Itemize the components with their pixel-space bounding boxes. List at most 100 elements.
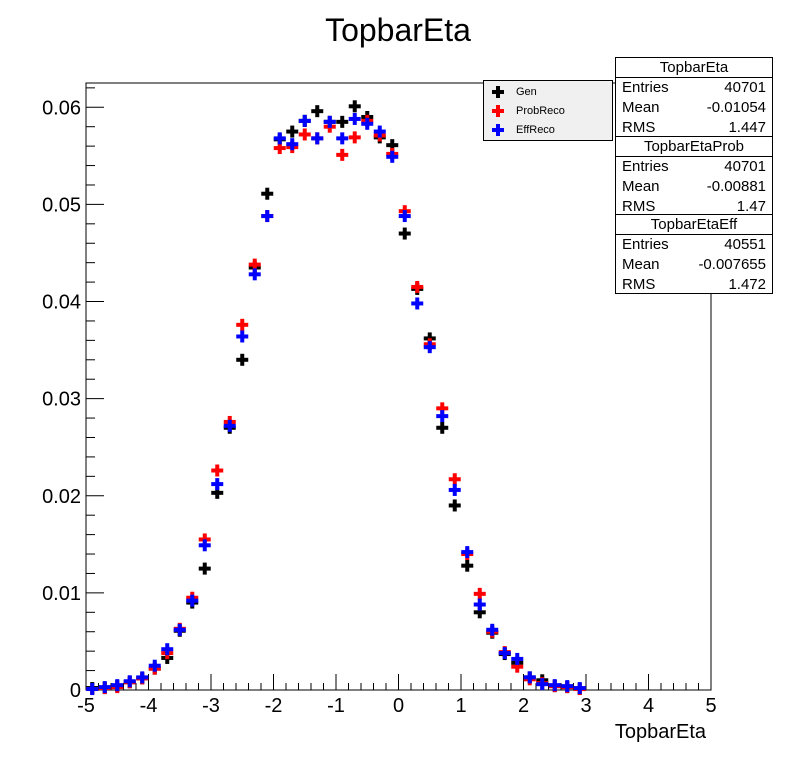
data-point-gen [336,115,349,128]
data-point-probreco [273,142,286,155]
stats-label: RMS [622,198,656,215]
y-tick-label: 0.04 [42,292,81,314]
stats-value: 1.472 [728,276,766,293]
stats-box-topbaretaeff: TopbarEtaEff Entries 40551 Mean -0.007655 … [615,214,773,294]
data-point-effreco [498,647,511,660]
data-point-probreco [336,148,349,161]
stats-value: 40551 [724,236,766,253]
stats-row-mean: Mean -0.00881 [616,177,772,197]
data-point-probreco [236,318,249,331]
stats-title: TopbarEtaEff [616,215,772,235]
stats-row-entries: Entries 40551 [616,235,772,255]
data-point-effreco [311,132,324,145]
data-point-probreco [298,128,311,141]
data-point-effreco [261,210,274,223]
data-point-effreco [561,680,574,693]
y-tick-label: 0.03 [42,389,81,411]
stats-value: 40701 [724,158,766,175]
data-point-effreco [248,268,261,281]
data-point-gen [261,187,274,200]
data-point-probreco [248,258,261,271]
stats-row-mean: Mean -0.007655 [616,255,772,275]
data-point-effreco [486,623,499,636]
data-point-probreco [411,280,424,293]
y-tick-label: 0.02 [42,486,81,508]
stats-row-mean: Mean -0.01054 [616,98,772,118]
data-point-gen [461,559,474,572]
stats-row-entries: Entries 40701 [616,157,772,177]
data-point-gen [448,499,461,512]
stats-label: Mean [622,178,660,195]
data-point-probreco [511,660,524,673]
stats-label: RMS [622,119,656,136]
stats-box-topbareta: TopbarEta Entries 40701 Mean -0.01054 RMS 1… [615,57,773,137]
stats-row-rms: RMS 1.47 [616,197,772,217]
data-point-effreco [336,132,349,145]
legend-marker-gen [492,86,504,98]
data-point-gen [311,105,324,118]
data-point-effreco [536,678,549,691]
x-tick-label: -2 [265,695,283,717]
y-tick-label: 0.01 [42,583,81,605]
data-point-probreco [348,131,361,144]
legend-entry-gen: Gen [484,83,612,103]
data-point-gen [386,139,399,152]
data-point-gen [473,606,486,619]
data-point-effreco [348,112,361,125]
stats-title: TopbarEtaProb [616,137,772,157]
data-point-effreco [286,138,299,151]
legend-entry-probreco: ProbReco [484,102,612,122]
x-tick-label: -3 [202,695,220,717]
stats-value: 1.447 [728,119,766,136]
x-tick-label: 2 [518,695,529,717]
data-point-gen [198,562,211,575]
data-point-probreco [473,587,486,600]
x-tick-label: -1 [327,695,345,717]
data-point-effreco [573,682,586,695]
stats-label: Entries [622,236,669,253]
stats-label: Mean [622,256,660,273]
stats-label: Mean [622,99,660,116]
data-point-effreco [98,681,111,694]
legend-label-probreco: ProbReco [516,105,565,117]
data-point-effreco [173,623,186,636]
stats-value: 40701 [724,79,766,96]
legend-label-effreco: EffReco [516,124,555,136]
y-tick-label: 0 [70,680,81,702]
legend-entry-effreco: EffReco [484,121,612,141]
x-tick-label: -4 [140,695,158,717]
y-tick-label: 0.05 [42,194,81,216]
data-point-effreco [361,117,374,130]
stats-row-entries: Entries 40701 [616,78,772,98]
data-point-effreco [373,125,386,138]
data-point-probreco [211,464,224,477]
data-point-effreco [511,652,524,665]
stats-value: -0.00881 [706,178,766,195]
x-tick-label: 0 [393,695,404,717]
data-point-effreco [148,659,161,672]
data-point-effreco [198,539,211,552]
data-point-gen [348,100,361,113]
data-point-gen [236,353,249,366]
data-point-effreco [136,671,149,684]
stats-label: Entries [622,158,669,175]
data-point-effreco [236,330,249,343]
data-point-effreco [273,132,286,145]
stats-row-rms: RMS 1.447 [616,118,772,138]
legend-marker-effreco [492,124,504,136]
data-point-effreco [211,478,224,491]
data-point-gen [436,421,449,434]
stats-value: -0.007655 [698,256,766,273]
data-point-effreco [548,679,561,692]
data-point-gen [286,125,299,138]
data-point-effreco [461,546,474,559]
stats-label: Entries [622,79,669,96]
stats-value: 1.47 [736,198,766,215]
data-point-effreco [386,150,399,163]
data-point-effreco [223,419,236,432]
legend-label-gen: Gen [516,86,537,98]
data-point-effreco [298,114,311,127]
data-point-effreco [473,598,486,611]
data-point-effreco [436,410,449,423]
data-point-effreco [86,683,99,696]
